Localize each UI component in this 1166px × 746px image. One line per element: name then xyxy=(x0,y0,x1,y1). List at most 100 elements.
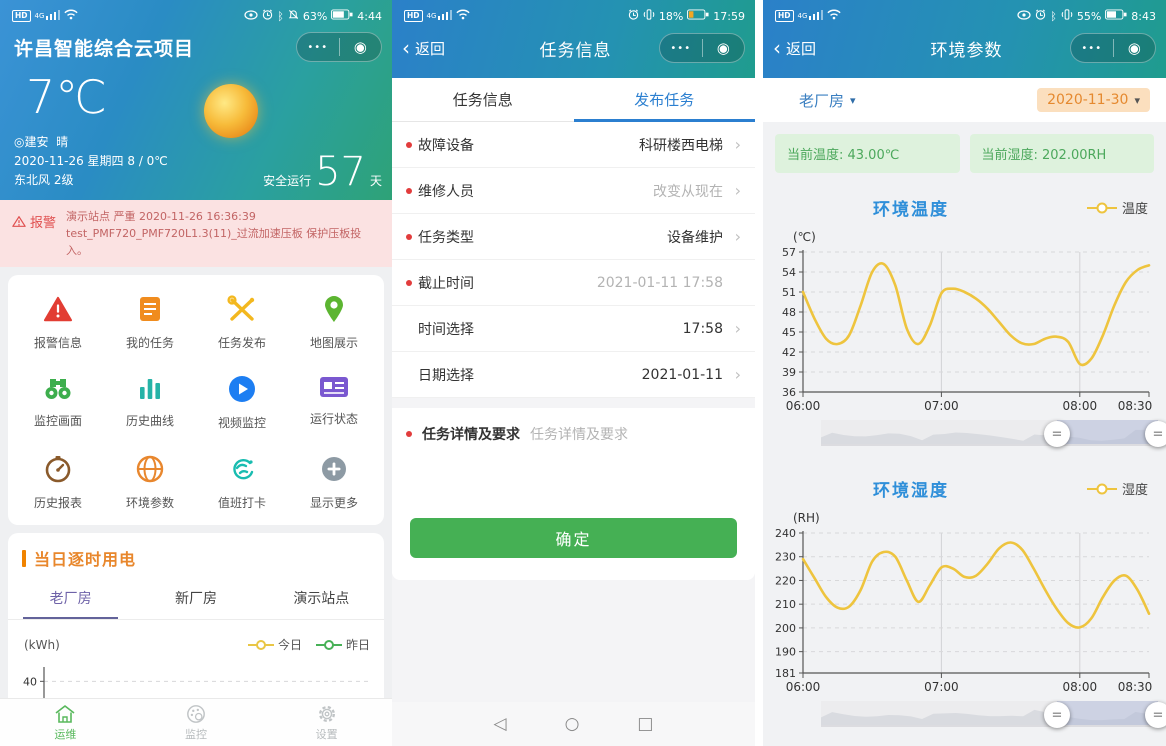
datazoom-handle-right[interactable]: = xyxy=(1145,702,1166,728)
bottom-nav-ops[interactable]: 运维 xyxy=(0,699,131,746)
android-recents-icon[interactable]: □ xyxy=(637,714,654,734)
svg-text:08:00: 08:00 xyxy=(1063,680,1098,694)
form-row-3[interactable]: 截止时间 2021-01-11 17:58 xyxy=(392,260,755,306)
date-dropdown[interactable]: 2020-11-30 ▾ xyxy=(1037,88,1150,112)
mute-icon xyxy=(288,9,299,23)
miniprogram-capsule[interactable]: ••• ◉ xyxy=(296,32,382,62)
palette-icon xyxy=(187,704,205,723)
tab-task-info[interactable]: 任务信息 xyxy=(452,91,513,109)
svg-text:230: 230 xyxy=(775,551,796,564)
grid-item-map-pin[interactable]: 地图展示 xyxy=(288,285,380,351)
back-button[interactable]: ‹ 返回 xyxy=(773,36,817,60)
power-tab-0[interactable]: 老厂房 xyxy=(8,579,133,619)
map-pin-icon xyxy=(322,295,346,327)
grid-item-status-card[interactable]: 运行状态 xyxy=(288,365,380,431)
required-dot xyxy=(406,279,412,286)
svg-text:06:00: 06:00 xyxy=(786,680,821,694)
required-dot xyxy=(406,233,412,240)
current-temperature-chip: 当前温度: 43.00℃ xyxy=(775,134,960,173)
required-dot xyxy=(406,141,412,148)
grid-item-label: 报警信息 xyxy=(33,336,82,350)
miniprogram-capsule[interactable]: ••• ◉ xyxy=(1070,33,1156,63)
grid-item-label: 视频监控 xyxy=(217,416,266,430)
legend-marker-today-icon xyxy=(247,639,274,650)
back-arrow-icon: ‹ xyxy=(773,36,781,60)
current-temperature: 7℃ xyxy=(26,70,107,124)
svg-text:39: 39 xyxy=(782,366,796,379)
grid-item-alert-triangle[interactable]: 报警信息 xyxy=(12,285,104,351)
datazoom-handle-right[interactable]: = xyxy=(1145,421,1166,447)
warning-triangle-icon xyxy=(12,216,26,227)
miniprogram-capsule[interactable]: ••• ◉ xyxy=(659,33,745,63)
field-value: 2021-01-11 xyxy=(641,366,723,383)
battery-percent: 63% xyxy=(302,9,328,23)
more-icon[interactable]: ••• xyxy=(670,42,692,54)
grid-item-binoculars[interactable]: 监控画面 xyxy=(12,365,104,431)
legend-today[interactable]: 今日 xyxy=(247,636,302,653)
grid-item-env-globe[interactable]: 环境参数 xyxy=(104,445,196,511)
grid-item-label: 我的任务 xyxy=(125,336,174,350)
field-value: 改变从现在 xyxy=(653,183,723,200)
home-header: HD 4G ᛒ 63% 4:44 许昌智能综合云项目 xyxy=(0,0,392,200)
exit-icon[interactable]: ◉ xyxy=(353,38,367,56)
grid-item-video-play[interactable]: 视频监控 xyxy=(196,365,288,431)
power-tab-2[interactable]: 演示站点 xyxy=(293,591,350,607)
task-detail-row[interactable]: 任务详情及要求 任务详情及要求 xyxy=(392,408,755,444)
form-row-5[interactable]: 日期选择 2021-01-11 › xyxy=(392,352,755,398)
grid-item-report-clock[interactable]: 历史报表 xyxy=(12,445,104,511)
legend-temperature[interactable]: 温度 xyxy=(1086,198,1148,217)
form-row-2[interactable]: 任务类型 设备维护 › xyxy=(392,214,755,260)
exit-icon[interactable]: ◉ xyxy=(716,39,730,57)
datazoom-overview[interactable] xyxy=(821,420,1158,446)
safe-running-label: 安全运行 xyxy=(263,174,312,188)
legend-marker-icon xyxy=(1086,202,1117,213)
current-readings: 当前温度: 43.00℃ 当前湿度: 202.00RH xyxy=(763,122,1166,177)
signal-icon xyxy=(809,9,824,23)
more-icon[interactable]: ••• xyxy=(1081,42,1103,54)
grid-item-task-doc[interactable]: 我的任务 xyxy=(104,285,196,351)
grid-item-more-plus[interactable]: 显示更多 xyxy=(288,445,380,511)
bottom-nav-settings[interactable]: 设置 xyxy=(261,699,392,746)
power-tab-1[interactable]: 新厂房 xyxy=(174,591,217,607)
screen-home-dashboard: HD 4G ᛒ 63% 4:44 许昌智能综合云项目 xyxy=(0,0,392,746)
exit-icon[interactable]: ◉ xyxy=(1127,39,1141,57)
svg-text:51: 51 xyxy=(782,286,796,299)
screen-task-form: HD 4G 18% 17:59 ‹ 返回 任务信息 ••• xyxy=(392,0,755,746)
hum-datazoom-slider[interactable]: = = xyxy=(821,701,1166,729)
back-button[interactable]: ‹ 返回 xyxy=(402,36,446,60)
temp-datazoom-slider[interactable]: = = xyxy=(821,420,1166,448)
datazoom-handle-left[interactable]: = xyxy=(1043,421,1070,447)
alarm-banner[interactable]: 报警 演示站点 严重 2020-11-26 16:36:39 test_PMF7… xyxy=(0,200,392,267)
tab-publish-task[interactable]: 发布任务 xyxy=(573,78,756,122)
form-row-1[interactable]: 维修人员 改变从现在 › xyxy=(392,168,755,214)
bluetooth-icon: ᛒ xyxy=(277,9,284,23)
android-nav-bar: ◁ ○ □ xyxy=(392,702,755,746)
grid-item-bar-chart[interactable]: 历史曲线 xyxy=(104,365,196,431)
field-label: 维修人员 xyxy=(418,183,474,200)
grid-item-tools[interactable]: 任务发布 xyxy=(196,285,288,351)
task-tabs: 任务信息 发布任务 xyxy=(392,78,755,122)
datazoom-overview[interactable] xyxy=(821,701,1158,727)
form-row-0[interactable]: 故障设备 科研楼西电梯 › xyxy=(392,122,755,168)
bottom-nav-monitor[interactable]: 监控 xyxy=(131,699,262,746)
clock-time: 17:59 xyxy=(713,9,745,23)
grid-item-label: 值班打卡 xyxy=(217,496,266,510)
confirm-button[interactable]: 确定 xyxy=(410,518,737,558)
legend-yesterday[interactable]: 昨日 xyxy=(315,636,370,653)
grid-item-duty-hand[interactable]: 值班打卡 xyxy=(196,445,288,511)
datazoom-handle-left[interactable]: = xyxy=(1043,702,1070,728)
detail-placeholder[interactable]: 任务详情及要求 xyxy=(530,427,628,443)
svg-text:07:00: 07:00 xyxy=(924,399,959,413)
weather-info: ◎建安 晴 2020-11-26 星期四 8 / 0℃ 东北风 2级 xyxy=(14,133,168,190)
site-dropdown[interactable]: 老厂房 ▾ xyxy=(799,91,856,110)
legend-humidity[interactable]: 湿度 xyxy=(1086,479,1148,498)
android-home-icon[interactable]: ○ xyxy=(564,714,580,734)
legend-marker-icon xyxy=(1086,483,1117,494)
form-row-4[interactable]: 时间选择 17:58 › xyxy=(392,306,755,352)
battery-percent: 55% xyxy=(1076,9,1102,23)
more-icon[interactable]: ••• xyxy=(307,41,329,53)
grid-item-label: 任务发布 xyxy=(217,336,266,350)
android-back-icon[interactable]: ◁ xyxy=(493,714,507,734)
